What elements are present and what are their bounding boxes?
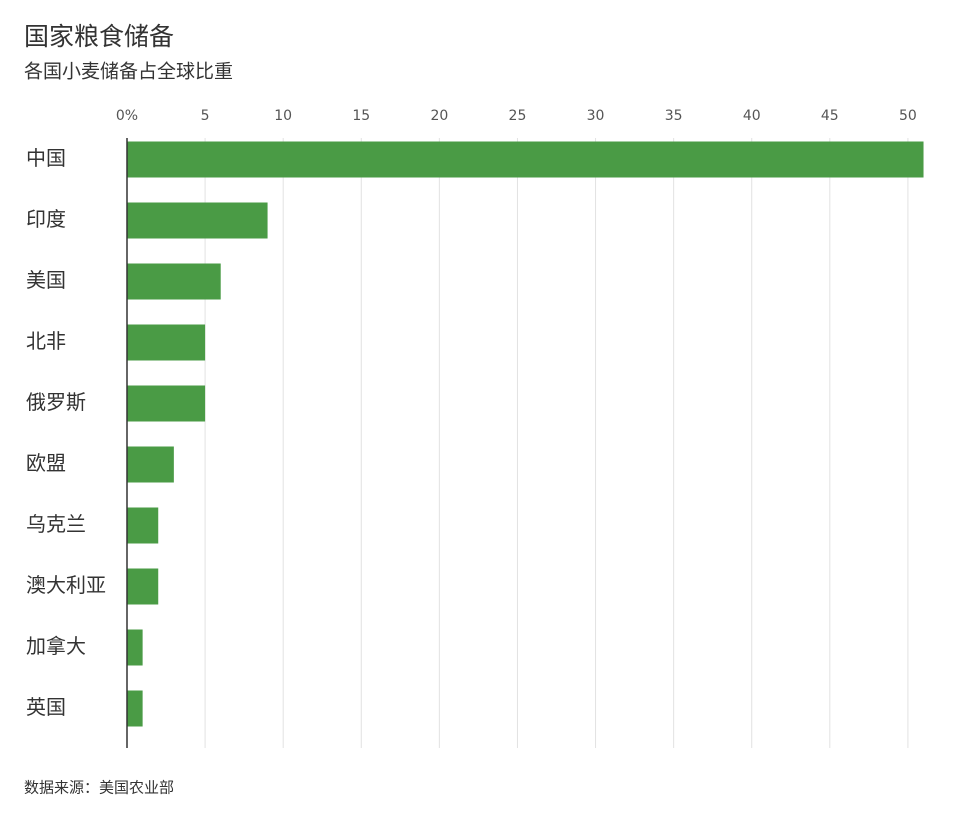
bar [127, 263, 221, 300]
x-tick-label: 45 [821, 108, 839, 124]
y-tick-label: 美国 [26, 268, 66, 292]
bar [127, 629, 143, 666]
y-tick-label: 乌克兰 [26, 512, 86, 536]
y-tick-label: 俄罗斯 [26, 390, 86, 414]
y-tick-label: 澳大利亚 [26, 573, 106, 597]
y-tick-label: 北非 [26, 329, 66, 353]
bar [127, 202, 268, 239]
x-tick-label: 5 [201, 108, 210, 124]
bar [127, 385, 206, 422]
bar [127, 446, 174, 483]
x-tick-label: 10 [274, 108, 292, 124]
bar [127, 507, 159, 544]
x-tick-label: 30 [587, 108, 605, 124]
y-tick-label: 加拿大 [26, 634, 86, 658]
x-tick-label: 40 [743, 108, 761, 124]
bar [127, 141, 924, 178]
bar [127, 568, 159, 605]
x-tick-label: 50 [899, 108, 917, 124]
y-tick-label: 印度 [26, 207, 66, 231]
x-tick-label: 15 [352, 108, 370, 124]
y-tick-label: 欧盟 [26, 451, 66, 475]
chart-title: 国家粮食储备 [24, 22, 174, 51]
bar [127, 690, 143, 727]
x-tick-label: 20 [430, 108, 448, 124]
y-tick-label: 中国 [26, 146, 66, 170]
source-note: 数据来源：美国农业部 [24, 779, 174, 797]
x-tick-label: 35 [665, 108, 683, 124]
y-tick-label: 英国 [26, 695, 66, 719]
x-tick-label: 25 [509, 108, 527, 124]
chart-subtitle: 各国小麦储备占全球比重 [24, 61, 233, 83]
bar [127, 324, 206, 361]
x-tick-label: 0% [116, 108, 138, 124]
